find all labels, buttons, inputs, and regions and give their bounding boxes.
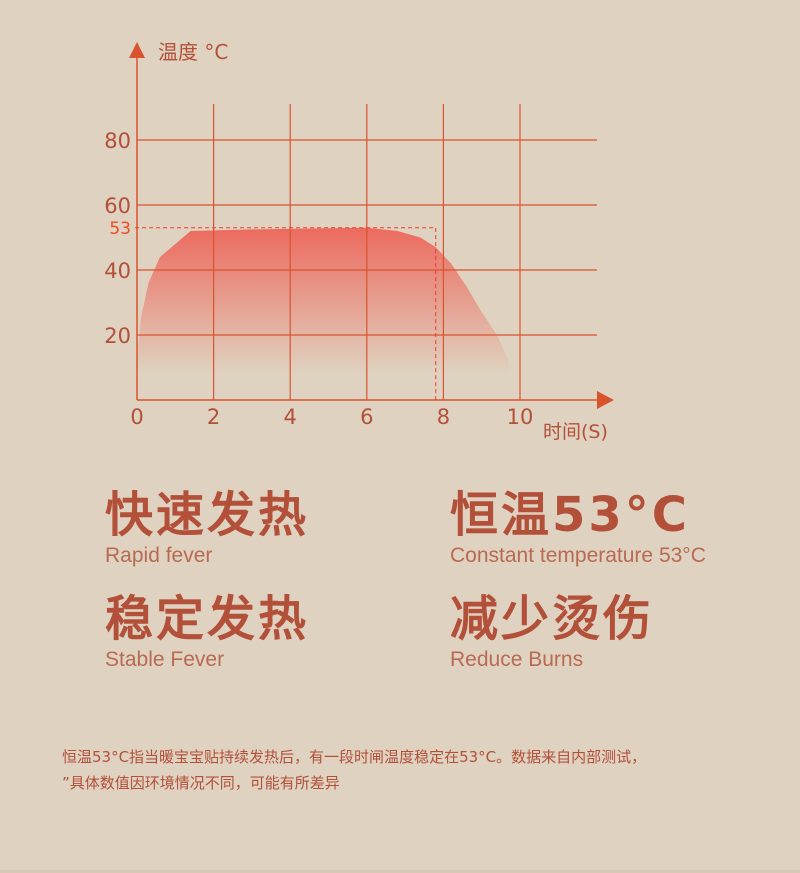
y-tick-label: 20 xyxy=(104,324,131,348)
feature-subtitle: Stable Fever xyxy=(105,648,225,671)
temperature-area xyxy=(137,227,509,374)
feature-subtitle: Reduce Burns xyxy=(450,648,584,671)
x-tick-label: 8 xyxy=(437,405,450,429)
y-tick-label: 40 xyxy=(104,259,131,283)
feature-rapid: 快速发热 Rapid fever xyxy=(105,487,309,569)
feature-title: 稳定发热 xyxy=(105,591,310,647)
note-line-1: 恒温53°C指当暖宝宝贴持续发热后，有一段时闸温度稳定在53°C。数据来自内部测… xyxy=(62,748,647,766)
x-tick-label: 6 xyxy=(360,405,373,429)
feature-subtitle: Rapid fever xyxy=(105,544,213,567)
feature-constant: 恒温53°C Constant temperature 53°C xyxy=(450,487,706,569)
y-axis-title: 温度 °C xyxy=(158,40,228,64)
disclaimer-note: 恒温53°C指当暖宝宝贴持续发热后，有一段时闸温度稳定在53°C。数据来自内部测… xyxy=(62,744,646,796)
divider xyxy=(0,870,800,873)
feature-burns: 减少烫伤 Reduce Burns xyxy=(450,591,654,673)
feature-stable: 稳定发热 Stable Fever xyxy=(105,591,309,673)
temperature-chart: 53 80 60 40 20 0 2 4 6 8 10 温度 °C 时间(S) xyxy=(104,40,614,443)
y-tick-label: 60 xyxy=(104,194,131,218)
feature-title: 快速发热 xyxy=(105,487,310,543)
x-tick-label: 2 xyxy=(207,405,220,429)
feature-subtitle: Constant temperature 53°C xyxy=(450,544,706,567)
note-line-2: ”具体数值因环境情况不同，可能有所差异 xyxy=(62,774,340,792)
feature-title: 恒温53°C xyxy=(450,487,691,543)
y-tick-label: 80 xyxy=(104,129,131,153)
feature-title: 减少烫伤 xyxy=(450,591,655,647)
x-axis-arrow-icon xyxy=(597,391,614,409)
x-tick-label: 0 xyxy=(130,405,143,429)
x-tick-label: 10 xyxy=(507,405,534,429)
y-axis-arrow-icon xyxy=(129,42,145,58)
x-tick-label: 4 xyxy=(284,405,297,429)
annotation-dashed-line xyxy=(135,227,437,400)
annotation-label: 53 xyxy=(109,219,131,239)
x-axis-title: 时间(S) xyxy=(543,421,608,443)
